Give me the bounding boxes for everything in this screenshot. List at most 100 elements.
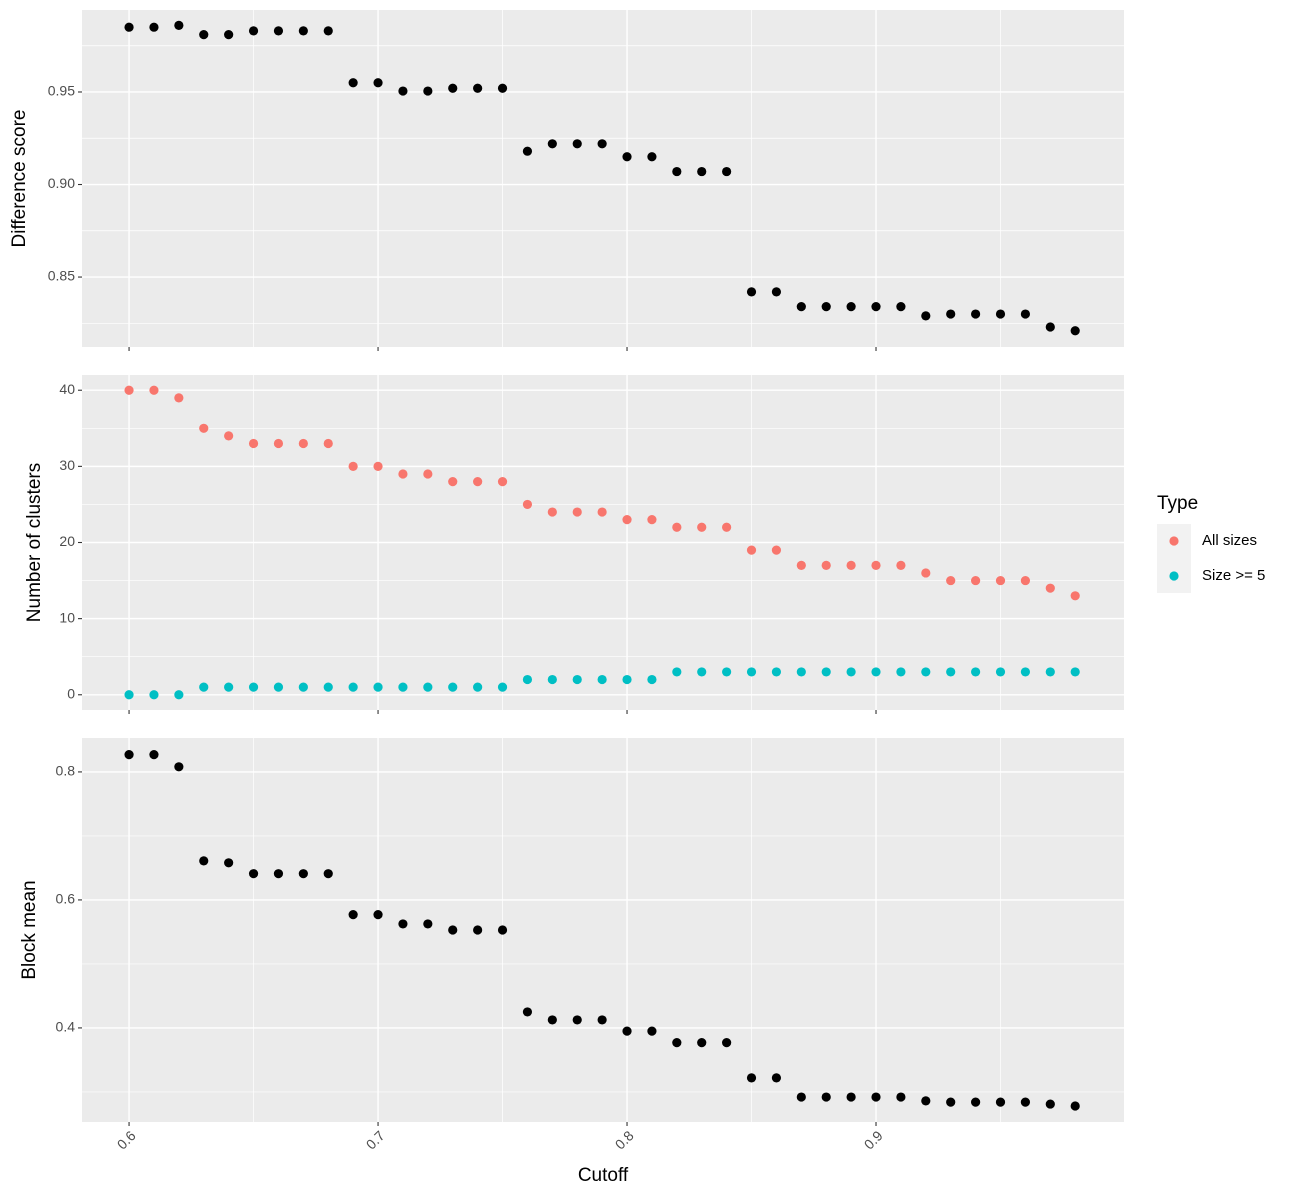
point bbox=[871, 302, 881, 312]
x-tick-label: 0.6 bbox=[114, 1127, 139, 1152]
point bbox=[224, 682, 234, 692]
point bbox=[323, 438, 333, 449]
point bbox=[821, 1092, 831, 1102]
point bbox=[1045, 667, 1055, 677]
point bbox=[373, 682, 383, 692]
panel-background bbox=[82, 738, 1124, 1122]
point bbox=[398, 682, 408, 692]
point bbox=[796, 560, 806, 570]
point bbox=[149, 690, 159, 700]
point bbox=[323, 682, 333, 692]
point bbox=[1070, 591, 1080, 601]
point bbox=[871, 667, 881, 677]
point bbox=[423, 919, 433, 929]
point bbox=[946, 1097, 956, 1107]
y-axis-title: Block mean bbox=[19, 880, 40, 979]
legend-label: Size >= 5 bbox=[1202, 567, 1265, 584]
point bbox=[821, 667, 831, 677]
point bbox=[672, 667, 682, 677]
point bbox=[149, 750, 159, 760]
legend-key bbox=[1169, 571, 1179, 581]
point bbox=[746, 545, 757, 555]
point bbox=[846, 667, 856, 677]
point bbox=[622, 674, 632, 685]
point bbox=[995, 575, 1006, 586]
point bbox=[174, 762, 184, 772]
point bbox=[647, 674, 657, 685]
point bbox=[124, 690, 134, 700]
point bbox=[547, 674, 557, 685]
point bbox=[971, 1097, 981, 1107]
point bbox=[1045, 322, 1055, 332]
y-tick-label: 30 bbox=[59, 457, 75, 473]
point bbox=[572, 139, 582, 149]
point bbox=[921, 568, 931, 578]
x-axis-title: Cutoff bbox=[578, 1165, 629, 1186]
point bbox=[821, 560, 831, 570]
point bbox=[995, 1097, 1006, 1107]
y-tick-label: 0.8 bbox=[56, 763, 76, 779]
point bbox=[248, 869, 259, 879]
point bbox=[1020, 309, 1031, 319]
y-tick-label: 0.95 bbox=[48, 83, 75, 99]
point bbox=[647, 1026, 657, 1036]
point bbox=[896, 1092, 906, 1102]
point bbox=[946, 309, 956, 319]
point bbox=[971, 575, 981, 586]
point bbox=[149, 385, 159, 395]
point bbox=[224, 431, 234, 441]
point bbox=[647, 515, 657, 525]
panel-background bbox=[82, 10, 1124, 347]
point bbox=[1020, 575, 1031, 586]
point bbox=[1070, 667, 1080, 677]
point bbox=[597, 507, 607, 517]
point bbox=[497, 925, 508, 935]
point bbox=[896, 302, 906, 312]
point bbox=[771, 287, 782, 297]
point bbox=[398, 86, 408, 96]
point bbox=[746, 287, 757, 297]
point bbox=[448, 925, 458, 935]
point bbox=[672, 1038, 682, 1048]
point bbox=[946, 667, 956, 677]
point bbox=[423, 682, 433, 692]
point bbox=[697, 667, 707, 677]
point bbox=[672, 522, 682, 532]
point bbox=[473, 682, 483, 692]
point bbox=[796, 667, 806, 677]
point bbox=[348, 682, 358, 692]
point bbox=[273, 682, 284, 692]
point bbox=[224, 858, 234, 868]
x-tick-label: 0.7 bbox=[363, 1127, 388, 1152]
point bbox=[995, 309, 1006, 319]
point bbox=[896, 667, 906, 677]
point bbox=[572, 507, 582, 517]
point bbox=[323, 869, 333, 879]
point bbox=[547, 139, 557, 149]
point bbox=[473, 83, 483, 93]
point bbox=[796, 302, 806, 312]
point bbox=[448, 83, 458, 93]
point bbox=[572, 674, 582, 685]
point bbox=[273, 438, 284, 449]
legend-key-background bbox=[1157, 524, 1191, 593]
point bbox=[597, 674, 607, 685]
legend-label: All sizes bbox=[1202, 532, 1257, 549]
point bbox=[971, 667, 981, 677]
point bbox=[174, 690, 184, 700]
point bbox=[697, 1038, 707, 1048]
point bbox=[771, 1073, 782, 1083]
point bbox=[622, 515, 632, 525]
y-axis-title: Number of clusters bbox=[24, 463, 45, 622]
point bbox=[423, 469, 433, 479]
point bbox=[248, 682, 259, 692]
point bbox=[174, 20, 184, 30]
point bbox=[547, 507, 557, 517]
y-axis-title: Difference score bbox=[9, 110, 30, 248]
point bbox=[846, 1092, 856, 1102]
point bbox=[398, 469, 408, 479]
y-tick-label: 0.4 bbox=[56, 1019, 76, 1035]
point bbox=[522, 499, 533, 510]
point bbox=[846, 560, 856, 570]
